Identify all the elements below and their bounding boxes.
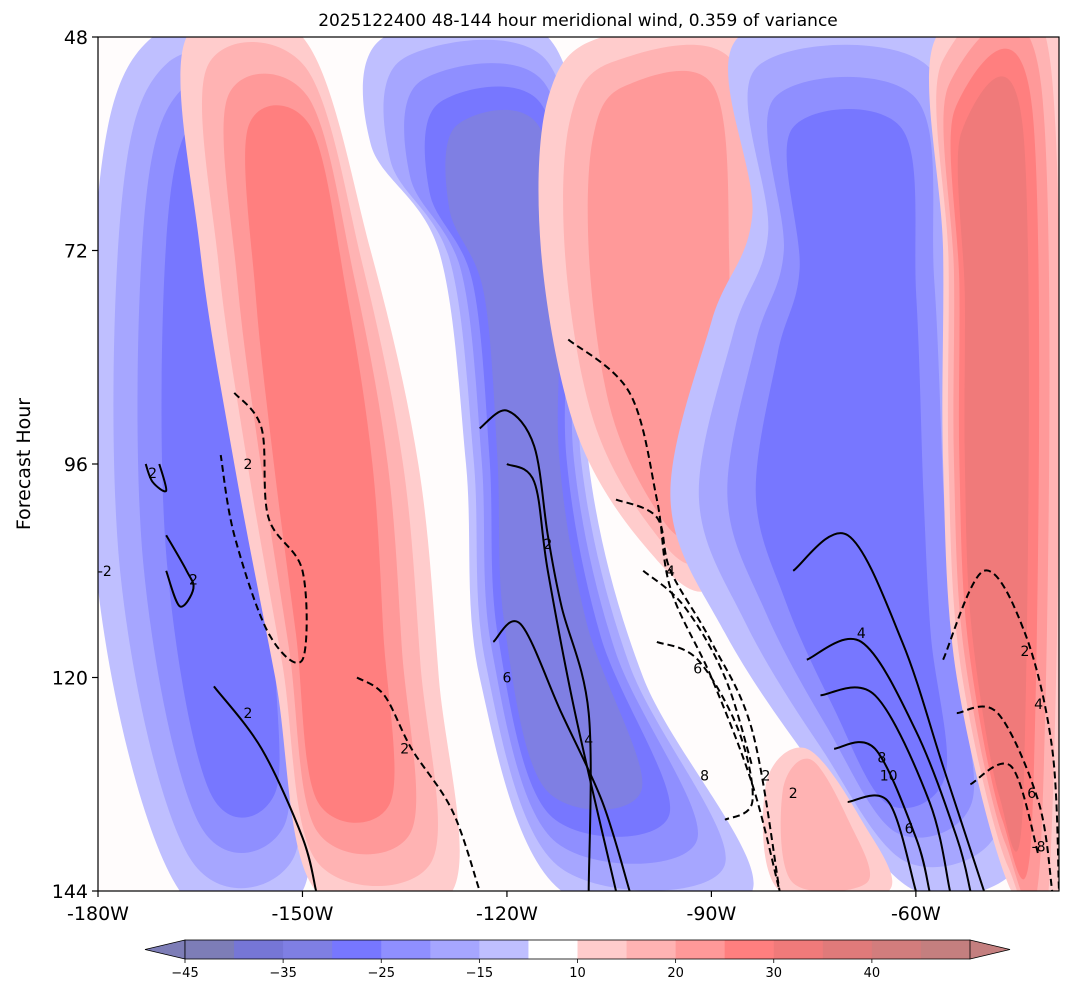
contour-label-16: 8 [877,751,886,767]
colorbar-segment-7 [479,940,529,959]
colorbar-tick-label: −25 [368,966,395,981]
contour-line-neg2-18 [942,569,1059,891]
colorbar-segment-5 [381,940,431,959]
contour-line-neg2-1 [219,392,308,664]
contour-label-22: -8 [1032,840,1046,856]
colorbar-tick-label: 30 [765,966,782,981]
colorbar-segment-3 [283,940,333,959]
contour-line-neg6-20 [969,762,1040,856]
colorbar-segment-14 [822,940,873,959]
y-tick-label: 144 [52,881,88,903]
contour-line-pos4-8 [492,620,631,891]
contour-line-pos10-17 [847,794,917,891]
contour-label-20: 4 [1034,697,1043,713]
filled-contours [98,37,1059,891]
colorbar-tick-label: −35 [269,966,296,981]
colorbar-segment-15 [871,940,922,959]
colorbar-segment-4 [332,940,382,959]
contour-line-neg4-10 [615,498,781,891]
x-tick-label: -120W [476,903,538,925]
contour-label-14: 2 [789,786,798,802]
contour-label-9: 4 [584,733,593,749]
contour-label-18: 6 [905,822,914,838]
contour-line-neg2-5 [356,676,481,891]
contour-fill-positive-7-level-2 [780,758,871,891]
colorbar-segment-10 [626,940,677,959]
colorbar-tick-label: 40 [864,966,881,981]
colorbar: −45 −35 −25 −15 10 20 30 40 [144,939,1011,981]
contour-label-2: -2 [98,564,112,580]
colorbar-segment-1 [185,940,235,959]
x-tick-label: -90W [686,903,736,925]
y-tick-label: 120 [52,668,88,690]
contour-label-4: 2 [243,457,252,473]
colorbar-segment-11 [675,940,726,959]
colorbar-tick-label: 20 [667,966,684,981]
y-tick-label: 72 [64,241,88,263]
contour-label-13: 2 [761,768,770,784]
contour-fill-positive-2-level-4 [245,105,395,823]
contour-label-12: 8 [700,768,709,784]
colorbar-tick-label: −15 [466,966,493,981]
contour-label-1: 2 [148,466,157,482]
y-axis-label: Forecast Hour [13,398,35,530]
contour-label-7: 2 [543,537,552,553]
contour-label-15: 4 [857,626,866,642]
contour-line-pos2-6 [479,409,592,891]
contour-line-pos2-13 [792,532,985,891]
x-tick-label: -60W [891,903,941,925]
contour-line-pos2-2 [144,463,168,493]
contour-label-6: 2 [400,742,409,758]
colorbar-segment-2 [234,940,284,959]
contour-label-10: 4 [666,564,675,580]
y-axis: 48 72 96 120 144 [52,27,98,903]
x-axis: -180W -150W -120W -90W -60W [67,891,941,925]
contour-label-17: 10 [880,768,898,784]
colorbar-segment-16 [920,940,971,959]
colorbar-segment-8 [528,940,578,959]
contour-line-pos2-3 [165,534,195,608]
contour-fill-positive-6-level-5 [957,76,1029,852]
contour-line-pos6-7 [506,463,617,891]
contour-line-neg4-19 [956,705,1054,891]
contour-label-19: 2 [1020,644,1029,660]
y-tick-label: 96 [64,454,88,476]
colorbar-tick-label: 10 [569,966,586,981]
x-tick-label: -150W [272,903,334,925]
contour-line-pos8-16 [833,741,931,891]
colorbar-segment-13 [773,940,824,959]
chart-title: 2025122400 48-144 hour meridional wind, … [318,11,838,31]
contour-label-5: 2 [243,706,252,722]
contour-label-3: 2 [189,573,198,589]
contour-label-21: 6 [1027,786,1036,802]
y-tick-label: 48 [64,27,88,49]
contour-label-8: 6 [502,671,511,687]
contour-line-neg6-11 [642,570,754,767]
colorbar-segment-6 [430,940,480,959]
colorbar-segment-9 [577,940,628,959]
contour-line-neg8-12 [656,640,754,821]
contour-line-pos2-4 [213,685,318,891]
contour-line-pos6-15 [820,686,951,891]
colorbar-tick-label: −45 [171,966,198,981]
colorbar-segment-12 [724,940,775,959]
contour-line-pos4-14 [806,638,972,891]
contour-fill-negative-3-level-5 [445,109,643,810]
contour-label-11: 6 [693,662,702,678]
x-tick-label: -180W [67,903,129,925]
contour-lines [144,338,1059,891]
